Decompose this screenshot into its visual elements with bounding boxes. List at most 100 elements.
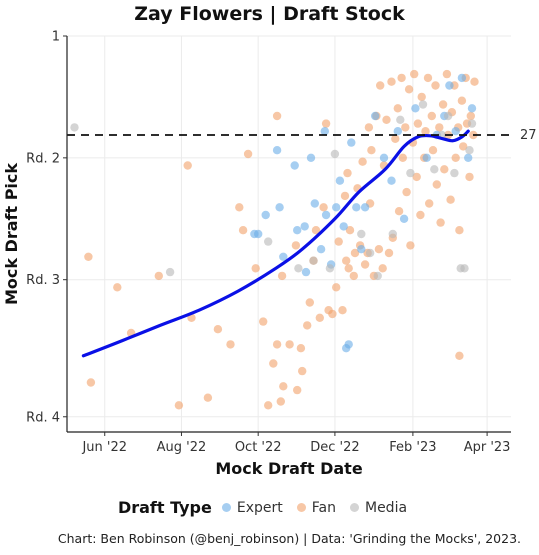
data-point-expert [279, 252, 288, 261]
data-point-expert [357, 245, 366, 254]
data-point-media [450, 168, 459, 178]
data-point-fan [438, 100, 448, 109]
data-point-fan [387, 77, 396, 86]
x-tick-label: Oct '22 [235, 440, 282, 455]
data-point-fan [398, 153, 407, 162]
data-point-expert [290, 161, 299, 170]
data-point-expert [316, 245, 326, 254]
data-point-media [430, 165, 439, 174]
data-point-fan [345, 226, 355, 235]
data-point-fan [298, 366, 307, 376]
data-point-fan [401, 123, 410, 132]
data-point-fan [382, 115, 391, 125]
data-point-expert [344, 340, 353, 349]
data-point-fan [243, 149, 253, 159]
data-point-fan [394, 207, 404, 216]
data-point-fan [264, 401, 273, 410]
data-point-fan [296, 344, 306, 353]
data-point-fan [417, 92, 426, 102]
y-tick-label: Rd. 2 [26, 151, 60, 166]
x-tick-label: Feb '23 [389, 440, 436, 455]
data-point-fan [435, 123, 444, 132]
data-point-fan [319, 203, 328, 212]
data-point-fan [340, 191, 350, 201]
data-point-fan [272, 340, 282, 349]
legend-item-fan: Fan [296, 500, 336, 516]
trend-line-group [81, 129, 470, 358]
data-point-fan [376, 81, 385, 90]
x-tick-label: Aug '22 [157, 440, 207, 455]
data-point-media [165, 267, 175, 277]
data-point-expert [451, 127, 460, 136]
data-point-media [418, 100, 428, 109]
data-point-fan [84, 252, 93, 261]
data-point-fan [154, 271, 163, 281]
data-point-media [70, 123, 79, 132]
data-point-media [357, 229, 366, 239]
data-point-fan [269, 359, 278, 368]
data-point-expert [300, 222, 309, 231]
data-point-fan [406, 241, 415, 250]
data-point-fan [360, 260, 370, 269]
data-point-fan [412, 172, 421, 182]
x-axis-title: Mock Draft Date [215, 459, 362, 478]
data-point-fan [457, 96, 467, 105]
data-point-fan [238, 226, 248, 235]
data-point-fan [364, 123, 374, 132]
data-point-media [396, 115, 405, 125]
y-axis-title: Mock Draft Pick [2, 163, 21, 305]
data-point-fan [226, 340, 235, 349]
data-point-fan [213, 325, 223, 334]
data-point-fan [423, 73, 433, 83]
legend: Draft Type Expert Fan Media [0, 498, 539, 517]
data-point-expert [254, 229, 263, 239]
data-point-expert [379, 153, 389, 162]
data-point-expert [393, 127, 402, 136]
data-point-fan [431, 81, 440, 90]
data-point-fan [293, 385, 302, 395]
data-point-expert [445, 81, 454, 90]
data-point-expert [457, 73, 467, 83]
data-point-expert [387, 176, 396, 185]
data-point-media [406, 168, 415, 178]
data-point-media [388, 229, 397, 239]
data-point-expert [347, 138, 356, 147]
data-point-expert [335, 176, 345, 185]
fan-dot-icon [296, 503, 306, 512]
data-point-fan [350, 248, 360, 258]
data-point-expert [275, 203, 284, 212]
data-point-fan [367, 146, 376, 155]
data-point-media [330, 149, 340, 159]
data-point-fan [279, 382, 288, 391]
data-point-fan [410, 69, 419, 79]
x-tick-label: Apr '23 [464, 440, 511, 455]
data-point-fan [378, 264, 387, 273]
data-point-fan [235, 203, 244, 212]
data-points [70, 69, 479, 410]
data-point-media [460, 264, 469, 273]
data-point-fan [305, 298, 314, 307]
data-point-expert [301, 267, 311, 277]
data-point-fan [342, 256, 351, 265]
data-point-media [467, 119, 477, 128]
data-point-expert [467, 104, 477, 113]
legend-item-media: Media [349, 500, 407, 516]
data-point-fan [391, 134, 400, 143]
data-point-fan [358, 157, 367, 166]
data-point-media [373, 271, 382, 281]
data-point-fan [446, 195, 455, 204]
data-point-fan [455, 351, 464, 360]
data-point-fan [393, 104, 402, 113]
expert-dot-icon [221, 503, 231, 512]
data-point-expert [399, 214, 409, 223]
data-point-fan [465, 172, 474, 182]
reference-line-group: 27 [67, 128, 537, 143]
data-point-media [443, 111, 453, 121]
axis-labels: Mock Draft Date Mock Draft Pick [2, 163, 363, 478]
data-point-expert [339, 222, 348, 231]
data-point-fan [455, 226, 464, 235]
data-point-fan [277, 271, 287, 281]
data-point-media [325, 264, 335, 273]
data-point-expert [422, 153, 431, 162]
